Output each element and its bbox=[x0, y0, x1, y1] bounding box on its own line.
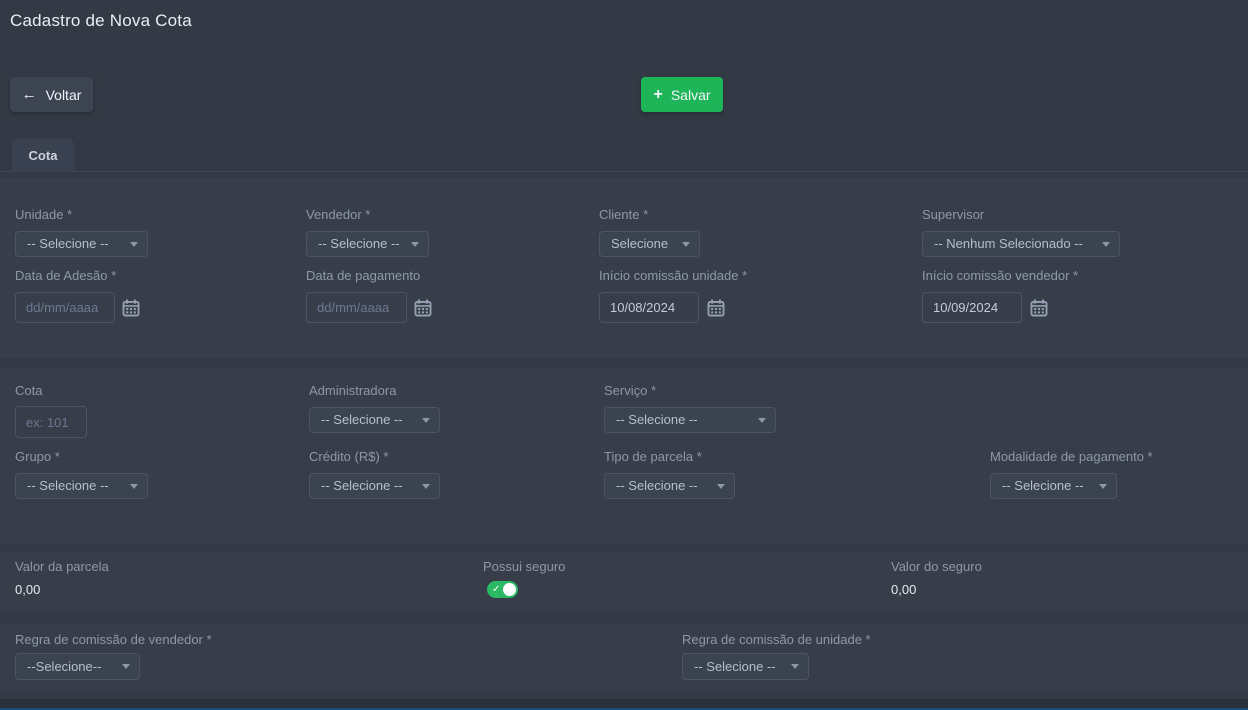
servico-select[interactable]: -- Selecione -- bbox=[604, 407, 776, 433]
chevron-down-icon bbox=[122, 664, 130, 669]
servico-select-value: -- Selecione -- bbox=[616, 412, 698, 427]
back-button[interactable]: ← Voltar bbox=[10, 77, 93, 112]
tipo-parcela-select[interactable]: -- Selecione -- bbox=[604, 473, 735, 499]
chevron-down-icon bbox=[717, 484, 725, 489]
regra-comissao-unidade-label: Regra de comissão de unidade * bbox=[682, 632, 871, 647]
vendedor-select-value: -- Selecione -- bbox=[318, 236, 400, 251]
chevron-down-icon bbox=[1102, 242, 1110, 247]
chevron-down-icon bbox=[758, 418, 766, 423]
modalidade-pagamento-label: Modalidade de pagamento * bbox=[990, 449, 1153, 464]
administradora-label: Administradora bbox=[309, 383, 397, 398]
data-pagamento-input[interactable] bbox=[306, 292, 407, 323]
valor-parcela-label: Valor da parcela bbox=[15, 559, 109, 574]
chevron-down-icon bbox=[411, 242, 419, 247]
administradora-select[interactable]: -- Selecione -- bbox=[309, 407, 440, 433]
grupo-select-value: -- Selecione -- bbox=[27, 478, 109, 493]
credito-label: Crédito (R$) * bbox=[309, 449, 389, 464]
regra-comissao-vendedor-label: Regra de comissão de vendedor * bbox=[15, 632, 212, 647]
data-adesao-input[interactable] bbox=[15, 292, 115, 323]
supervisor-select[interactable]: -- Nenhum Selecionado -- bbox=[922, 231, 1120, 257]
save-button[interactable]: + Salvar bbox=[641, 77, 723, 112]
administradora-select-value: -- Selecione -- bbox=[321, 412, 403, 427]
back-arrow-icon: ← bbox=[21, 86, 37, 103]
cliente-label: Cliente * bbox=[599, 207, 649, 222]
tab-cota-label: Cota bbox=[28, 148, 58, 163]
bottom-bar bbox=[0, 699, 1248, 710]
possui-seguro-label: Possui seguro bbox=[483, 559, 566, 574]
grupo-label: Grupo * bbox=[15, 449, 60, 464]
unidade-select[interactable]: -- Selecione -- bbox=[15, 231, 148, 257]
regra-comissao-vendedor-select[interactable]: --Selecione-- bbox=[15, 653, 140, 680]
toggle-knob bbox=[503, 583, 516, 596]
regra-comissao-unidade-select-value: -- Selecione -- bbox=[694, 659, 776, 674]
calendar-icon[interactable] bbox=[414, 299, 432, 317]
regra-comissao-vendedor-select-value: --Selecione-- bbox=[27, 659, 102, 674]
credito-select[interactable]: -- Selecione -- bbox=[309, 473, 440, 499]
vendedor-select[interactable]: -- Selecione -- bbox=[306, 231, 429, 257]
chevron-down-icon bbox=[422, 418, 430, 423]
inicio-comissao-vendedor-input[interactable] bbox=[922, 292, 1022, 323]
unidade-label: Unidade * bbox=[15, 207, 73, 222]
section-principal bbox=[0, 178, 1248, 358]
regra-comissao-unidade-select[interactable]: -- Selecione -- bbox=[682, 653, 809, 680]
inicio-comissao-vendedor-label: Início comissão vendedor * bbox=[922, 268, 1079, 283]
data-pagamento-label: Data de pagamento bbox=[306, 268, 421, 283]
inicio-comissao-unidade-input[interactable] bbox=[599, 292, 699, 323]
modalidade-pagamento-select-value: -- Selecione -- bbox=[1002, 478, 1084, 493]
tipo-parcela-label: Tipo de parcela * bbox=[604, 449, 702, 464]
inicio-comissao-unidade-label: Início comissão unidade * bbox=[599, 268, 748, 283]
valor-seguro-value: 0,00 bbox=[891, 582, 917, 597]
chevron-down-icon bbox=[130, 484, 138, 489]
calendar-icon[interactable] bbox=[122, 299, 140, 317]
servico-label: Serviço * bbox=[604, 383, 657, 398]
tab-cota[interactable]: Cota bbox=[12, 139, 74, 172]
tab-divider bbox=[0, 171, 1248, 172]
section-regras-comissao bbox=[0, 623, 1248, 691]
chevron-down-icon bbox=[422, 484, 430, 489]
section-valores bbox=[0, 552, 1248, 611]
tipo-parcela-select-value: -- Selecione -- bbox=[616, 478, 698, 493]
data-adesao-label: Data de Adesão * bbox=[15, 268, 117, 283]
possui-seguro-toggle[interactable]: ✓ bbox=[487, 581, 518, 598]
plus-icon: + bbox=[653, 85, 663, 103]
back-button-label: Voltar bbox=[45, 86, 82, 103]
supervisor-label: Supervisor bbox=[922, 207, 985, 222]
unidade-select-value: -- Selecione -- bbox=[27, 236, 109, 251]
credito-select-value: -- Selecione -- bbox=[321, 478, 403, 493]
section-cota-detalhes bbox=[0, 368, 1248, 545]
cliente-select[interactable]: Selecione bbox=[599, 231, 700, 257]
cliente-select-value: Selecione bbox=[611, 236, 669, 251]
chevron-down-icon bbox=[791, 664, 799, 669]
cota-input[interactable] bbox=[15, 406, 87, 438]
vendedor-label: Vendedor * bbox=[306, 207, 371, 222]
save-button-label: Salvar bbox=[670, 86, 711, 103]
modalidade-pagamento-select[interactable]: -- Selecione -- bbox=[990, 473, 1117, 499]
check-icon: ✓ bbox=[492, 584, 501, 595]
valor-seguro-label: Valor do seguro bbox=[891, 559, 982, 574]
page-title: Cadastro de Nova Cota bbox=[10, 11, 192, 30]
calendar-icon[interactable] bbox=[707, 299, 725, 317]
calendar-icon[interactable] bbox=[1030, 299, 1048, 317]
grupo-select[interactable]: -- Selecione -- bbox=[15, 473, 148, 499]
chevron-down-icon bbox=[1099, 484, 1107, 489]
cota-label: Cota bbox=[15, 383, 43, 398]
chevron-down-icon bbox=[682, 242, 690, 247]
valor-parcela-value: 0,00 bbox=[15, 582, 41, 597]
supervisor-select-value: -- Nenhum Selecionado -- bbox=[934, 236, 1083, 251]
chevron-down-icon bbox=[130, 242, 138, 247]
